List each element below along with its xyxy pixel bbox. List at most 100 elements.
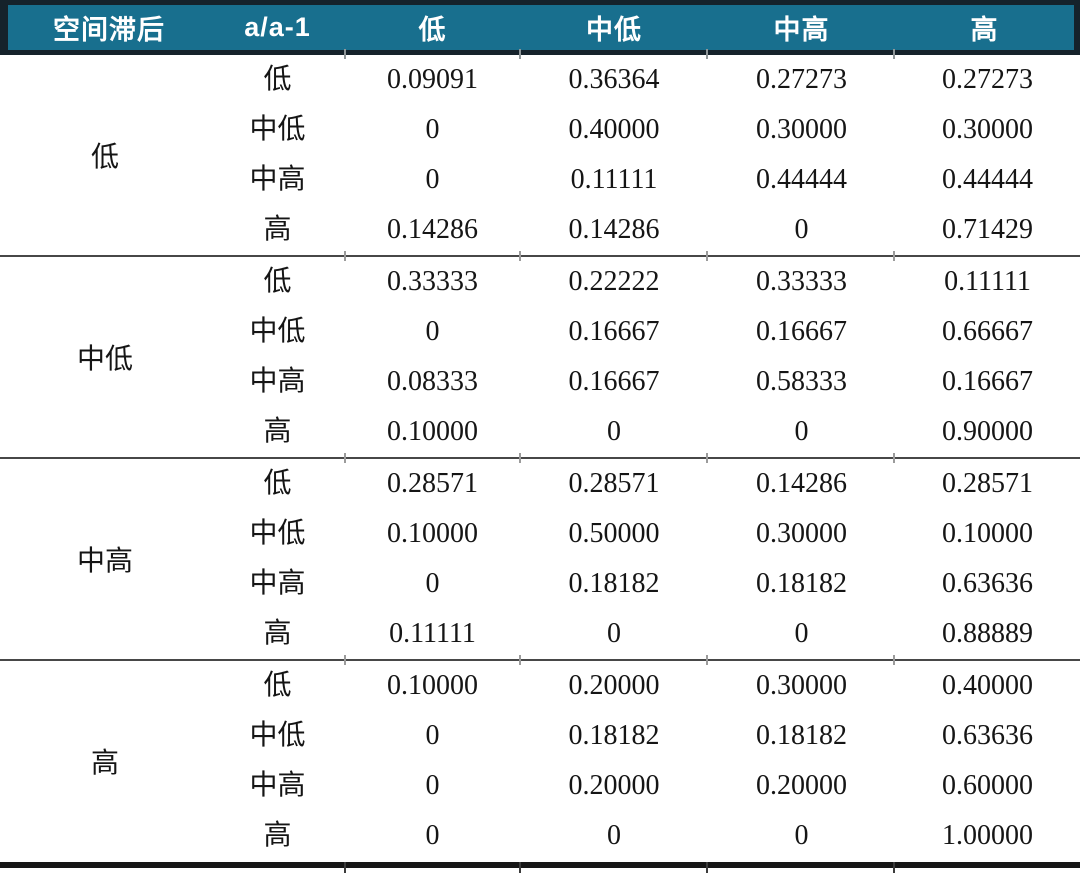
value-cell: 0.66667 — [942, 316, 1033, 347]
row-label: 中低 — [249, 518, 306, 549]
value-cell: 0.11111 — [944, 266, 1031, 297]
row-label: 中高 — [249, 568, 306, 599]
header-col-mid-low: 中低 — [586, 15, 642, 45]
table-row: 高 0 0 0 1.00000 — [0, 811, 1080, 861]
column-tick — [706, 251, 708, 261]
value-cell: 0.90000 — [942, 416, 1033, 447]
value-cell: 0.22222 — [568, 266, 660, 297]
row-label: 高 — [263, 416, 292, 447]
table-row: 高 0.14286 0.14286 0 0.71429 — [0, 205, 1080, 255]
value-cell: 0.63636 — [942, 568, 1033, 599]
value-cell: 0 — [607, 820, 621, 851]
group-label: 中低 — [76, 344, 133, 375]
value-cell: 0.30000 — [756, 518, 847, 549]
group-label: 中高 — [76, 546, 133, 577]
table-row: 中低 0 0.18182 0.18182 0.63636 — [0, 711, 1080, 761]
value-cell: 0 — [607, 416, 621, 447]
table-body: 低 低 0.09091 0.36364 0.27273 0.27273 中低 0… — [0, 55, 1080, 861]
value-cell: 0.11111 — [389, 618, 476, 649]
value-cell: 0.27273 — [756, 64, 847, 95]
table-header-row: 空间滞后 a/a-1 低 中低 中高 高 — [0, 0, 1080, 59]
column-tick — [893, 49, 895, 59]
row-label: 中高 — [249, 770, 306, 801]
value-cell: 0.30000 — [942, 114, 1033, 145]
value-cell: 0 — [425, 820, 440, 851]
value-cell: 0.10000 — [387, 518, 478, 549]
row-label: 中高 — [249, 164, 306, 195]
column-tick — [344, 251, 346, 261]
row-label: 高 — [263, 618, 292, 649]
value-cell: 0 — [425, 114, 440, 145]
column-tick — [519, 453, 521, 463]
value-cell: 0.27273 — [942, 64, 1033, 95]
group-mid-high: 中高 低 0.28571 0.28571 0.14286 0.28571 中低 … — [0, 459, 1080, 665]
header-col-mid-high: 中高 — [773, 15, 830, 45]
value-cell: 0.88889 — [942, 618, 1033, 649]
value-cell: 0.14286 — [756, 468, 847, 499]
value-cell: 0.28571 — [942, 468, 1033, 499]
value-cell: 0 — [425, 720, 440, 751]
value-cell: 0.18182 — [756, 720, 847, 751]
value-cell: 0.36364 — [568, 64, 660, 95]
value-cell: 0.18182 — [568, 568, 660, 599]
value-cell: 0.10000 — [387, 416, 478, 447]
column-tick — [344, 862, 346, 873]
table-row: 中高 0 0.11111 0.44444 0.44444 — [0, 155, 1080, 205]
column-tick — [519, 251, 521, 261]
value-cell: 0.44444 — [756, 164, 847, 195]
table-row: 中高 0.08333 0.16667 0.58333 0.16667 — [0, 357, 1080, 407]
table-bottom-rule — [0, 862, 1080, 873]
table-row: 中低 0.10000 0.50000 0.30000 0.10000 — [0, 509, 1080, 559]
value-cell: 0.16667 — [568, 316, 660, 347]
value-cell: 0.30000 — [756, 114, 847, 145]
value-cell: 0.14286 — [387, 214, 478, 245]
row-label: 中高 — [249, 366, 306, 397]
value-cell: 0.10000 — [942, 518, 1033, 549]
row-label: 低 — [263, 266, 292, 297]
value-cell: 0.16667 — [568, 366, 660, 397]
value-cell: 0 — [425, 770, 440, 801]
value-cell: 0 — [607, 618, 621, 649]
group-mid-low: 中低 低 0.33333 0.22222 0.33333 0.11111 中低 … — [0, 257, 1080, 463]
value-cell: 0.11111 — [570, 164, 658, 195]
value-cell: 0.50000 — [568, 518, 660, 549]
row-label: 中低 — [249, 114, 306, 145]
value-cell: 0.44444 — [942, 164, 1033, 195]
table-row: 中低 0 0.16667 0.16667 0.66667 — [0, 307, 1080, 357]
column-tick — [706, 655, 708, 665]
table-row: 低 0.09091 0.36364 0.27273 0.27273 — [0, 55, 1080, 105]
value-cell: 0.60000 — [942, 770, 1033, 801]
value-cell: 0 — [794, 618, 809, 649]
value-cell: 0.33333 — [756, 266, 847, 297]
header-col-high: 高 — [970, 15, 999, 45]
row-label: 低 — [263, 670, 292, 701]
table-row: 中高 0 0.20000 0.20000 0.60000 — [0, 761, 1080, 811]
value-cell: 0 — [794, 214, 809, 245]
value-cell: 1.00000 — [942, 820, 1033, 851]
value-cell: 0.40000 — [942, 670, 1033, 701]
value-cell: 0.33333 — [387, 266, 478, 297]
value-cell: 0.10000 — [387, 670, 478, 701]
table-row: 高 0.10000 0 0 0.90000 — [0, 407, 1080, 457]
table-row: 低 0.10000 0.20000 0.30000 0.40000 — [0, 661, 1080, 711]
value-cell: 0.14286 — [568, 214, 660, 245]
table-row: 中低 0 0.40000 0.30000 0.30000 — [0, 105, 1080, 155]
value-cell: 0.18182 — [756, 568, 847, 599]
value-cell: 0.08333 — [387, 366, 478, 397]
value-cell: 0 — [425, 568, 440, 599]
value-cell: 0.20000 — [568, 670, 660, 701]
value-cell: 0.40000 — [568, 114, 660, 145]
value-cell: 0.30000 — [756, 670, 847, 701]
header-ratio: a/a-1 — [244, 12, 311, 42]
column-tick — [344, 49, 346, 59]
value-cell: 0 — [794, 416, 809, 447]
row-label: 中低 — [249, 316, 306, 347]
value-cell: 0.20000 — [568, 770, 660, 801]
table-row: 中高 0 0.18182 0.18182 0.63636 — [0, 559, 1080, 609]
group-high: 高 低 0.10000 0.20000 0.30000 0.40000 中低 0… — [0, 661, 1080, 861]
value-cell: 0.63636 — [942, 720, 1033, 751]
column-tick — [706, 862, 708, 873]
value-cell: 0.16667 — [942, 366, 1033, 397]
value-cell: 0.16667 — [756, 316, 847, 347]
